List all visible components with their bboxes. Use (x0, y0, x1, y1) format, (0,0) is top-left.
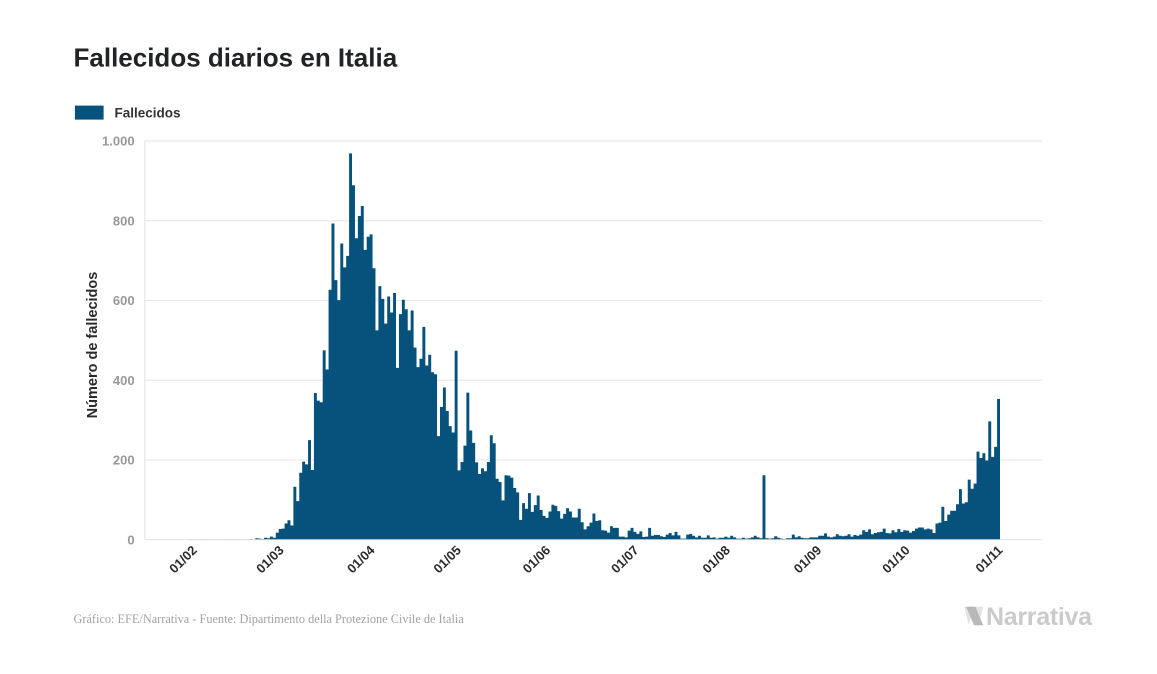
svg-text:Narrativa: Narrativa (986, 603, 1093, 631)
svg-text:Fallecidos: Fallecidos (115, 105, 181, 120)
svg-text:400: 400 (113, 373, 135, 388)
svg-text:1.000: 1.000 (102, 134, 135, 149)
svg-text:Fallecidos diarios en Italia: Fallecidos diarios en Italia (74, 42, 398, 72)
svg-text:Gráfico: EFE/Narrativa - Fuent: Gráfico: EFE/Narrativa - Fuente: Diparti… (74, 612, 465, 626)
svg-text:0: 0 (127, 532, 134, 547)
svg-text:600: 600 (113, 293, 135, 308)
svg-text:Número de fallecidos: Número de fallecidos (85, 272, 101, 419)
svg-text:200: 200 (113, 453, 135, 468)
svg-text:800: 800 (113, 213, 135, 228)
